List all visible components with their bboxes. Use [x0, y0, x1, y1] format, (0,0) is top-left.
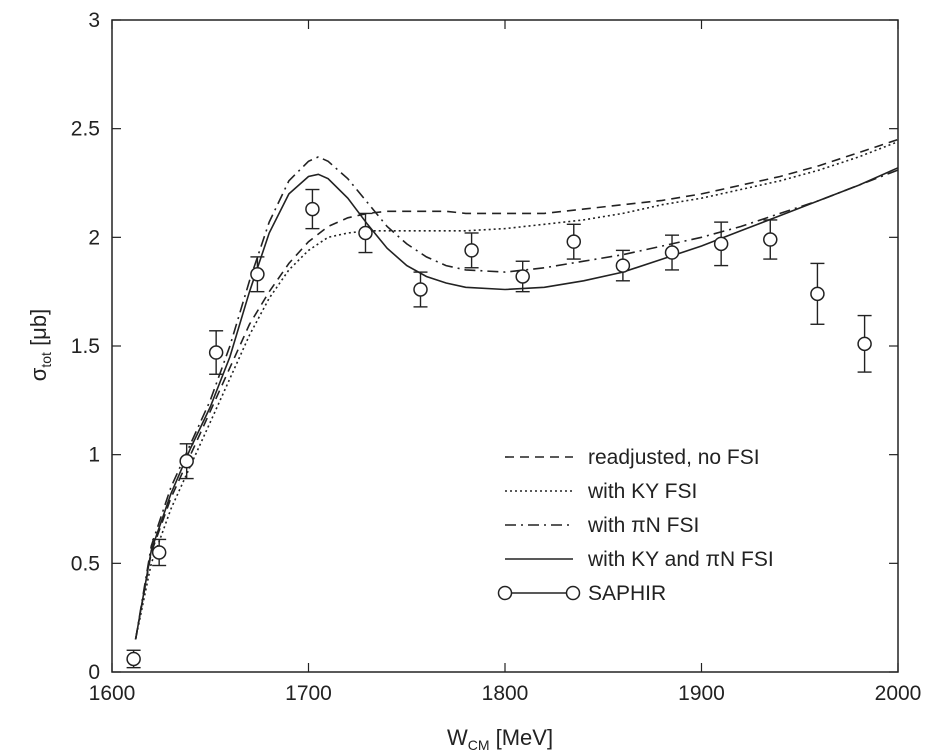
- data-point: [305, 188, 320, 230]
- series-line: [134, 138, 899, 640]
- data-marker: [857, 336, 872, 352]
- data-point: [515, 260, 530, 293]
- y-tick-label: 0.5: [71, 552, 100, 575]
- data-marker: [151, 545, 167, 560]
- data-marker: [179, 453, 194, 469]
- y-axis-title: σtot [μb]: [26, 309, 54, 381]
- data-point: [208, 330, 224, 375]
- data-point: [664, 234, 680, 271]
- data-point: [358, 212, 373, 254]
- data-marker: [810, 286, 825, 302]
- data-point: [126, 649, 141, 669]
- y-tick-label: 3: [88, 9, 100, 32]
- data-point: [566, 223, 582, 260]
- legend-marker: [497, 585, 513, 601]
- data-point: [250, 256, 265, 293]
- legend-label: SAPHIR: [588, 582, 666, 605]
- data-marker: [566, 234, 582, 249]
- y-tick-label: 0: [88, 661, 100, 684]
- data-marker: [713, 236, 729, 252]
- data-point: [464, 232, 479, 269]
- data-marker: [126, 651, 141, 667]
- x-tick-label: 1600: [89, 682, 136, 705]
- x-tick-label: 1900: [678, 682, 725, 705]
- x-tick-label: 1700: [285, 682, 332, 705]
- y-tick-label: 2.5: [71, 118, 100, 141]
- series-line: [134, 167, 899, 640]
- legend-item: with πN FSI: [505, 514, 699, 537]
- legend-item: with KY and πN FSI: [505, 548, 774, 571]
- y-tick-label: 1.5: [71, 335, 100, 358]
- legend: readjusted, no FSI with KY FSI with πN FSI…: [497, 446, 774, 605]
- data-marker: [763, 232, 778, 247]
- legend-label: with KY FSI: [587, 480, 697, 503]
- series-line: [134, 156, 899, 640]
- data-marker: [413, 282, 428, 297]
- data-point: [179, 443, 194, 480]
- data-point: [413, 271, 428, 308]
- axis-titles: WCM [MeV] σtot [μb]: [26, 309, 553, 752]
- legend-marker: [565, 585, 581, 601]
- x-tick-label: 2000: [875, 682, 922, 705]
- series-line: [134, 140, 899, 640]
- data-marker: [664, 245, 680, 260]
- legend-item: SAPHIR: [497, 582, 666, 605]
- y-tick-label: 1: [88, 444, 100, 467]
- data-point: [713, 221, 729, 267]
- data-point: [615, 249, 631, 282]
- data-marker: [464, 243, 479, 258]
- data-marker: [250, 267, 265, 282]
- x-tick-label: 1800: [482, 682, 529, 705]
- data-marker: [305, 201, 320, 217]
- legend-item: with KY FSI: [505, 480, 697, 503]
- legend-label: readjusted, no FSI: [588, 446, 760, 469]
- legend-label: with πN FSI: [587, 514, 699, 537]
- data-marker: [208, 345, 224, 360]
- data-marker: [358, 225, 373, 241]
- axes: 1600 1700 1800 1900 2000 0 0.5 1 1.5 2 2.5 3: [71, 9, 922, 705]
- y-tick-label: 2: [88, 226, 100, 249]
- data-marker: [615, 258, 631, 273]
- legend-label: with KY and πN FSI: [587, 548, 774, 571]
- legend-item: readjusted, no FSI: [505, 446, 760, 469]
- data-point: [763, 219, 778, 260]
- plot-area: [126, 138, 899, 669]
- data-point: [151, 538, 167, 567]
- data-point: [810, 262, 825, 325]
- x-axis-title: WCM [MeV]: [447, 725, 553, 752]
- data-point: [857, 314, 872, 373]
- data-marker: [515, 269, 530, 284]
